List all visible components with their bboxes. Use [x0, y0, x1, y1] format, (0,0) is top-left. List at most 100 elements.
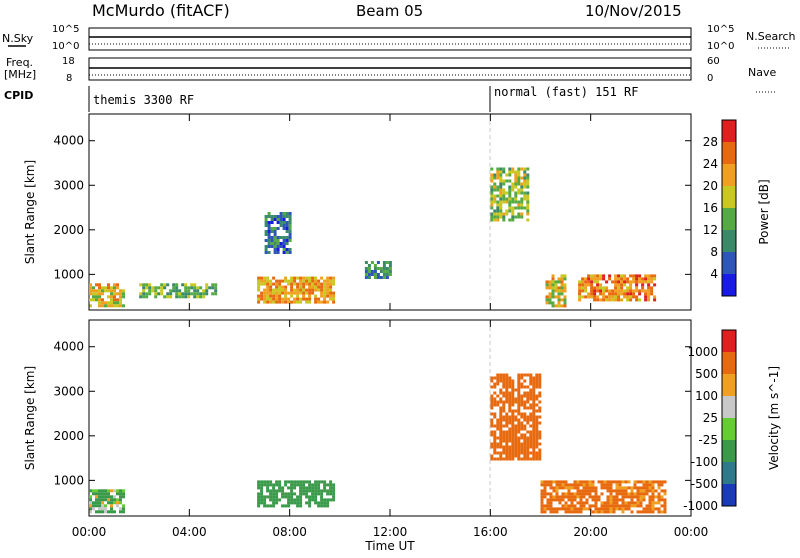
- velocity-echo-cell: [269, 498, 273, 502]
- power-echo-cell: [511, 197, 515, 201]
- velocity-echo-cell: [567, 492, 571, 496]
- velocity-echo-cell: [269, 495, 273, 499]
- power-echoes: [89, 167, 657, 308]
- power-echo-cell: [496, 176, 500, 180]
- power-echo-cell: [119, 304, 122, 308]
- power-echo-cell: [554, 295, 558, 299]
- power-echo-cell: [116, 286, 119, 290]
- power-echo-cell: [323, 288, 327, 292]
- velocity-echo-cell: [278, 489, 282, 493]
- power-echo-cell: [523, 179, 527, 183]
- velocity-echo-cell: [299, 504, 303, 508]
- power-echo-cell: [493, 188, 497, 192]
- velocity-echo-cell: [89, 489, 92, 493]
- velocity-echo-cell: [621, 486, 625, 490]
- power-echo-cell: [270, 227, 274, 230]
- power-echo-cell: [98, 301, 101, 305]
- power-echo-cell: [499, 179, 503, 183]
- power-echo-cell: [275, 279, 279, 283]
- velocity-echo-cell: [329, 480, 333, 484]
- power-echo-cell: [644, 298, 648, 302]
- velocity-colorbar-tick: 25: [703, 411, 718, 425]
- power-echo-cell: [311, 291, 315, 295]
- power-echo-cell: [332, 279, 336, 283]
- power-echo-cell: [647, 286, 651, 290]
- velocity-echo-cell: [627, 501, 631, 505]
- power-echo-cell: [602, 286, 606, 290]
- power-echo-cell: [560, 292, 564, 296]
- power-echo-cell: [590, 280, 594, 284]
- velocity-echo-cell: [496, 436, 500, 440]
- power-echo-cell: [526, 176, 530, 180]
- velocity-echo-cell: [272, 501, 276, 505]
- velocity-echo-cell: [538, 454, 542, 458]
- power-echo-cell: [526, 182, 530, 186]
- power-echo-cell: [260, 279, 264, 283]
- velocity-echo-cell: [645, 507, 649, 511]
- velocity-echo-cell: [576, 483, 580, 487]
- velocity-echo-cell: [511, 445, 515, 449]
- velocity-echo-cell: [657, 507, 661, 511]
- x-tick-label: 00:00: [674, 525, 709, 539]
- freq-tick-bottom: 8: [66, 73, 72, 84]
- power-echo-cell: [160, 289, 164, 293]
- velocity-echo-cell: [490, 406, 494, 410]
- power-echo-cell: [287, 291, 291, 295]
- velocity-echo-cell: [535, 457, 539, 461]
- power-echo-cell: [626, 277, 630, 281]
- velocity-echo-cell: [538, 385, 542, 389]
- velocity-echo-cell: [627, 480, 631, 484]
- power-echo-cell: [101, 298, 104, 302]
- nsky-panel-frame: [88, 27, 692, 51]
- power-echo-cell: [590, 292, 594, 296]
- velocity-echo-cell: [508, 376, 512, 380]
- velocity-echo-cell: [511, 451, 515, 455]
- velocity-echo-cell: [636, 501, 640, 505]
- power-echo-cell: [605, 295, 609, 299]
- velocity-echo-cell: [284, 480, 288, 484]
- velocity-echo-cell: [517, 442, 521, 446]
- velocity-echo-cell: [326, 489, 330, 493]
- velocity-echo-cell: [618, 489, 622, 493]
- velocity-echo-cell: [490, 421, 494, 425]
- velocity-echo-cell: [538, 448, 542, 452]
- power-echo-cell: [278, 294, 282, 298]
- power-echo-cell: [493, 173, 497, 177]
- power-echo-cell: [526, 191, 530, 195]
- power-echo-cell: [367, 264, 371, 267]
- power-echo-cell: [587, 274, 591, 278]
- power-colorbar-swatch: [722, 164, 736, 186]
- power-echo-cell: [632, 277, 636, 281]
- velocity-echo-cell: [520, 427, 524, 431]
- velocity-echo-cell: [122, 495, 125, 499]
- power-echo-cell: [511, 215, 515, 219]
- velocity-echo-cell: [535, 430, 539, 434]
- power-echo-cell: [279, 215, 283, 218]
- velocity-echo-cell: [314, 498, 318, 502]
- nsearch-tick-top: 10^5: [707, 24, 734, 35]
- power-echo-cell: [285, 242, 289, 245]
- power-echo-cell: [508, 194, 512, 198]
- velocity-echo-cell: [529, 433, 533, 437]
- velocity-echo-cell: [520, 451, 524, 455]
- power-echo-cell: [502, 179, 506, 183]
- power-echo-cell: [560, 286, 564, 290]
- velocity-echo-cell: [582, 483, 586, 487]
- power-echo-cell: [329, 294, 333, 298]
- power-echo-cell: [617, 274, 621, 278]
- velocity-echo-cell: [663, 489, 667, 493]
- velocity-echo-cell: [639, 495, 643, 499]
- velocity-echo-cell: [651, 483, 655, 487]
- freq-panel-frame: [88, 57, 692, 81]
- velocity-echo-cell: [642, 486, 646, 490]
- velocity-echo-cell: [98, 501, 101, 505]
- power-echo-cell: [104, 286, 107, 290]
- velocity-echo-cell: [95, 504, 98, 508]
- power-echo-cell: [523, 206, 527, 210]
- power-echo-cell: [508, 185, 512, 189]
- velocity-echo-cell: [543, 504, 547, 508]
- velocity-echo-cell: [615, 486, 619, 490]
- velocity-echo-cell: [651, 495, 655, 499]
- velocity-echo-cell: [260, 483, 264, 487]
- power-echo-cell: [288, 215, 292, 218]
